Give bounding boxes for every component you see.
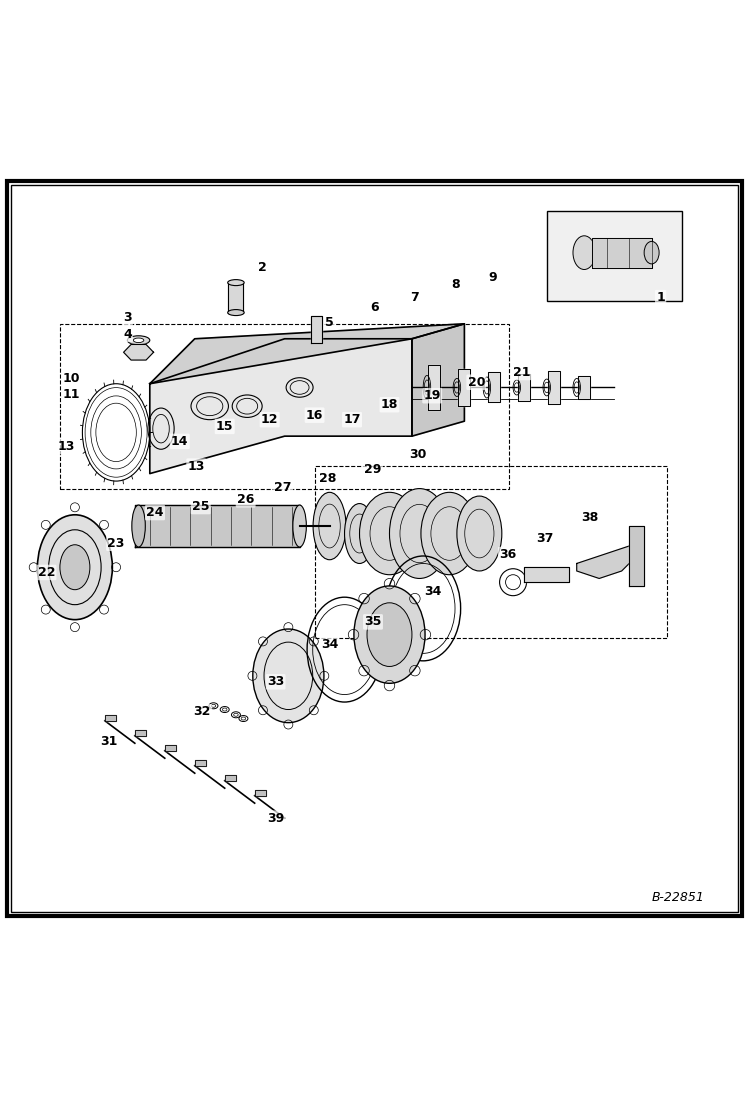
Text: 8: 8 — [451, 279, 460, 292]
Polygon shape — [412, 324, 464, 437]
Text: 25: 25 — [192, 500, 210, 513]
Ellipse shape — [389, 488, 449, 578]
Polygon shape — [548, 371, 560, 404]
Ellipse shape — [457, 496, 502, 570]
Text: 13: 13 — [187, 460, 205, 473]
Text: 19: 19 — [423, 389, 441, 403]
Polygon shape — [124, 344, 154, 360]
Ellipse shape — [60, 545, 90, 590]
Text: 1: 1 — [656, 291, 665, 304]
Text: 24: 24 — [146, 506, 164, 519]
Ellipse shape — [133, 338, 144, 342]
Text: 23: 23 — [107, 536, 125, 550]
Bar — [547, 212, 682, 302]
Polygon shape — [255, 790, 266, 795]
Text: 20: 20 — [467, 375, 485, 388]
Polygon shape — [195, 760, 206, 766]
Polygon shape — [150, 339, 412, 474]
Text: B-22851: B-22851 — [651, 891, 704, 904]
Text: 12: 12 — [261, 414, 279, 426]
Text: 6: 6 — [370, 301, 379, 314]
Text: 5: 5 — [325, 316, 334, 329]
Polygon shape — [150, 324, 464, 384]
Polygon shape — [228, 283, 243, 313]
Bar — [315, 466, 667, 638]
Ellipse shape — [253, 629, 324, 723]
Text: 26: 26 — [237, 494, 255, 507]
Text: 11: 11 — [62, 387, 80, 400]
Ellipse shape — [293, 505, 306, 547]
Polygon shape — [135, 505, 300, 547]
Ellipse shape — [354, 586, 425, 683]
Text: 10: 10 — [62, 372, 80, 385]
Ellipse shape — [345, 504, 374, 564]
Text: 13: 13 — [57, 440, 75, 453]
Text: 34: 34 — [424, 586, 442, 599]
Text: 15: 15 — [216, 420, 234, 433]
Polygon shape — [592, 238, 652, 268]
Text: 3: 3 — [123, 312, 132, 325]
Text: 29: 29 — [364, 463, 382, 476]
Ellipse shape — [421, 493, 478, 575]
Text: 37: 37 — [536, 532, 554, 545]
Polygon shape — [629, 527, 644, 586]
Text: 14: 14 — [171, 434, 189, 448]
Ellipse shape — [132, 505, 145, 547]
Text: 35: 35 — [364, 615, 382, 629]
Polygon shape — [165, 745, 176, 750]
Polygon shape — [578, 376, 590, 398]
Ellipse shape — [228, 280, 244, 285]
Text: 32: 32 — [193, 705, 211, 719]
Text: 18: 18 — [380, 398, 398, 411]
Polygon shape — [488, 373, 500, 403]
Ellipse shape — [313, 493, 346, 559]
Ellipse shape — [37, 514, 112, 620]
Polygon shape — [428, 365, 440, 410]
Ellipse shape — [367, 603, 412, 667]
Text: 28: 28 — [319, 472, 337, 485]
Text: 4: 4 — [123, 328, 132, 341]
Polygon shape — [225, 774, 236, 781]
Text: 31: 31 — [100, 735, 118, 748]
Text: 36: 36 — [499, 548, 517, 561]
Ellipse shape — [127, 336, 150, 344]
Text: 27: 27 — [274, 480, 292, 494]
Polygon shape — [135, 730, 146, 736]
Text: 34: 34 — [321, 637, 339, 651]
Text: 16: 16 — [306, 409, 324, 421]
Text: 17: 17 — [343, 414, 361, 426]
Polygon shape — [518, 374, 530, 400]
Polygon shape — [458, 369, 470, 406]
Ellipse shape — [573, 236, 595, 270]
Text: 7: 7 — [410, 291, 419, 304]
Text: 9: 9 — [488, 271, 497, 284]
Polygon shape — [524, 567, 569, 583]
Polygon shape — [105, 715, 116, 721]
Text: 39: 39 — [267, 812, 285, 825]
Ellipse shape — [228, 309, 244, 316]
Text: 21: 21 — [512, 366, 530, 378]
Text: 2: 2 — [258, 261, 267, 274]
Text: 22: 22 — [37, 566, 55, 579]
Ellipse shape — [360, 493, 419, 575]
Text: 30: 30 — [409, 449, 427, 462]
Polygon shape — [577, 541, 644, 578]
Polygon shape — [311, 316, 322, 342]
Bar — [60, 324, 509, 488]
Text: 33: 33 — [267, 676, 285, 688]
Ellipse shape — [644, 241, 659, 264]
Text: 38: 38 — [581, 510, 599, 523]
